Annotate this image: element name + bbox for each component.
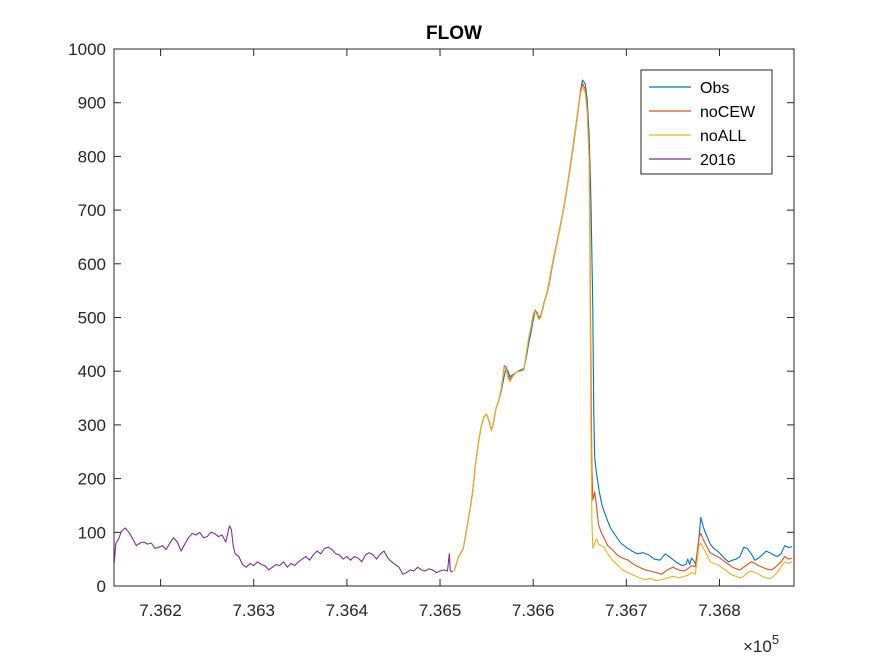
x-tick-label: 7.363 bbox=[232, 601, 275, 620]
legend: Obs noCEW noALL 2016 bbox=[640, 69, 773, 175]
series-line-2016 bbox=[114, 525, 454, 575]
y-tick-label: 1000 bbox=[68, 40, 106, 59]
y-tick-label: 400 bbox=[78, 362, 106, 381]
y-tick-label: 500 bbox=[78, 309, 106, 328]
legend-label: Obs bbox=[700, 80, 729, 97]
y-tick-label: 800 bbox=[78, 147, 106, 166]
x-tick-label: 7.368 bbox=[698, 601, 741, 620]
x-tick-label: 7.364 bbox=[326, 601, 369, 620]
plot-area: 0 100 200 300 400 500 600 700 800 900 1000 7.362 7.3… bbox=[68, 40, 795, 656]
y-tick-label: 0 bbox=[97, 577, 106, 596]
legend-label: noCEW bbox=[700, 104, 756, 121]
chart-title: FLOW bbox=[426, 23, 482, 44]
series-lines bbox=[114, 79, 793, 582]
x-tick-label: 7.367 bbox=[605, 601, 648, 620]
x-tick-label: 7.366 bbox=[512, 601, 555, 620]
series-line-nocew bbox=[453, 82, 793, 575]
legend-label: 2016 bbox=[700, 152, 736, 169]
x-axis-exponent-power: 5 bbox=[772, 632, 779, 647]
x-tick-label: 7.362 bbox=[139, 601, 182, 620]
x-tick-label: 7.365 bbox=[419, 601, 462, 620]
y-tick-label: 100 bbox=[78, 523, 106, 542]
legend-label: noALL bbox=[700, 128, 746, 145]
y-tick-label: 700 bbox=[78, 201, 106, 220]
y-tick-label: 600 bbox=[78, 255, 106, 274]
y-tick-label: 200 bbox=[78, 470, 106, 489]
y-tick-label: 900 bbox=[78, 94, 106, 113]
series-line-obs bbox=[453, 79, 793, 572]
y-tick-label: 300 bbox=[78, 416, 106, 435]
series-line-noall bbox=[453, 86, 793, 582]
